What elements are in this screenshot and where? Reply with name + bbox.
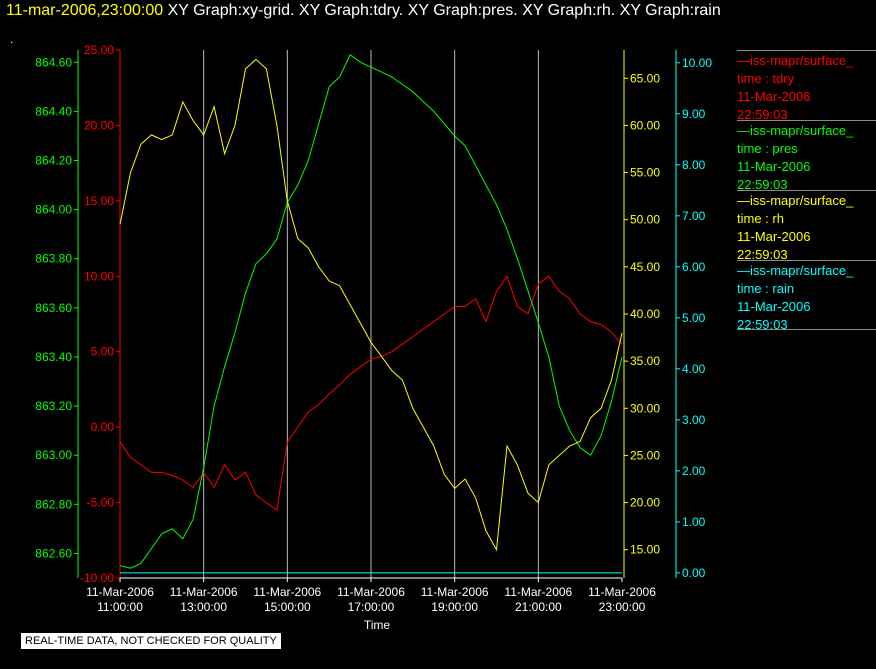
rh-tick-label: 65.00	[630, 71, 660, 85]
tdry-tick-label: 25.00	[84, 43, 114, 57]
tdry-tick-label: 5.00	[91, 345, 115, 359]
rain-tick-label: 9.00	[682, 107, 706, 121]
rain-tick-label: 8.00	[682, 158, 706, 172]
legend-field: time : pres	[737, 141, 798, 156]
chart-header: 11-mar-2006,23:00:00 XY Graph:xy-grid. X…	[6, 2, 721, 20]
legend-date: 11-Mar-2006	[737, 89, 811, 104]
legend-name: —iss-mapr/surface_	[737, 123, 854, 138]
pres-tick-label: 863.40	[35, 350, 72, 364]
time-tick-time: 23:00:00	[599, 600, 646, 614]
pres-tick-label: 863.80	[35, 252, 72, 266]
pres-tick-label: 864.20	[35, 154, 72, 168]
legend-field: time : tdry	[737, 71, 795, 86]
legend-name: —iss-mapr/surface_	[737, 53, 854, 68]
header-graph-titles: XY Graph:xy-grid. XY Graph:tdry. XY Grap…	[167, 2, 721, 19]
tdry-tick-label: 10.00	[84, 269, 114, 283]
legend-name: —iss-mapr/surface_	[737, 193, 854, 208]
time-tick-time: 17:00:00	[348, 600, 395, 614]
rain-tick-label: 6.00	[682, 260, 706, 274]
rh-series-line	[119, 58, 623, 552]
time-tick-date: 11-Mar-2006	[421, 585, 489, 599]
rh-tick-label: 50.00	[630, 213, 660, 227]
rh-tick-label: 40.00	[630, 307, 660, 321]
rh-tick-label: 55.00	[630, 166, 660, 180]
legend-time: 22:59:03	[737, 177, 788, 192]
time-tick-time: 13:00:00	[180, 600, 227, 614]
rain-tick-label: 2.00	[682, 464, 706, 478]
pres-series-line	[119, 54, 623, 569]
rain-tick-label: 0.00	[682, 566, 706, 580]
rain-tick-label: 10.00	[682, 56, 712, 70]
tdry-tick-label: 15.00	[84, 194, 114, 208]
rh-tick-label: 60.00	[630, 118, 660, 132]
time-tick-time: 21:00:00	[515, 600, 562, 614]
rain-tick-label: 5.00	[682, 311, 706, 325]
time-tick-date: 11-Mar-2006	[337, 585, 405, 599]
pres-tick-label: 864.40	[35, 104, 72, 118]
x-axis-label: Time	[364, 618, 391, 632]
legend: —iss-mapr/surface_ time : tdry 11-Mar-2006…	[737, 50, 876, 332]
rh-tick-label: 25.00	[630, 448, 660, 462]
time-tick-date: 11-Mar-2006	[504, 585, 572, 599]
pres-tick-label: 862.80	[35, 497, 72, 511]
legend-entry-0: —iss-mapr/surface_time : tdry 11-Mar-2006…	[737, 50, 876, 122]
legend-time: 22:59:03	[737, 317, 788, 332]
legend-field: time : rh	[737, 211, 784, 226]
legend-entry-1: —iss-mapr/surface_time : pres 11-Mar-2006…	[737, 120, 876, 192]
legend-date: 11-Mar-2006	[737, 229, 811, 244]
tdry-tick-label: -5.00	[87, 496, 115, 510]
legend-date: 11-Mar-2006	[737, 299, 811, 314]
time-tick-date: 11-Mar-2006	[253, 585, 321, 599]
time-tick-time: 15:00:00	[264, 600, 311, 614]
time-tick-date: 11-Mar-2006	[170, 585, 238, 599]
legend-time: 22:59:03	[737, 247, 788, 262]
rh-tick-label: 35.00	[630, 354, 660, 368]
pres-tick-label: 863.00	[35, 448, 72, 462]
time-tick-time: 11:00:00	[97, 600, 143, 614]
tdry-series-line	[119, 275, 623, 511]
legend-date: 11-Mar-2006	[737, 159, 811, 174]
pres-tick-label: 864.00	[35, 203, 72, 217]
rh-tick-label: 30.00	[630, 401, 660, 415]
pres-tick-label: 864.60	[35, 55, 72, 69]
tdry-tick-label: 20.00	[84, 118, 114, 132]
time-tick-time: 19:00:00	[431, 600, 478, 614]
rh-tick-label: 20.00	[630, 496, 660, 510]
rain-tick-label: 1.00	[682, 515, 706, 529]
legend-entry-3: —iss-mapr/surface_time : rain 11-Mar-2006…	[737, 260, 876, 332]
header-timestamp: 11-mar-2006,23:00:00	[6, 2, 164, 19]
rain-tick-label: 7.00	[682, 209, 706, 223]
rain-tick-label: 4.00	[682, 362, 706, 376]
pres-tick-label: 862.60	[35, 546, 72, 560]
quality-disclaimer: REAL-TIME DATA, NOT CHECKED FOR QUALITY	[20, 632, 282, 650]
legend-entry-2: —iss-mapr/surface_time : rh 11-Mar-2006 22…	[737, 190, 876, 262]
rh-tick-label: 15.00	[630, 543, 660, 557]
legend-name: —iss-mapr/surface_	[737, 263, 854, 278]
tdry-tick-label: -10.00	[80, 571, 114, 585]
time-tick-date: 11-Mar-2006	[588, 585, 656, 599]
legend-time: 22:59:03	[737, 107, 788, 122]
tdry-tick-label: 0.00	[91, 420, 115, 434]
time-tick-date: 11-Mar-2006	[86, 585, 154, 599]
legend-field: time : rain	[737, 281, 795, 296]
rh-tick-label: 45.00	[630, 260, 660, 274]
header-marker: .	[10, 32, 14, 46]
pres-tick-label: 863.20	[35, 399, 72, 413]
rain-tick-label: 3.00	[682, 413, 706, 427]
pres-tick-label: 863.60	[35, 301, 72, 315]
